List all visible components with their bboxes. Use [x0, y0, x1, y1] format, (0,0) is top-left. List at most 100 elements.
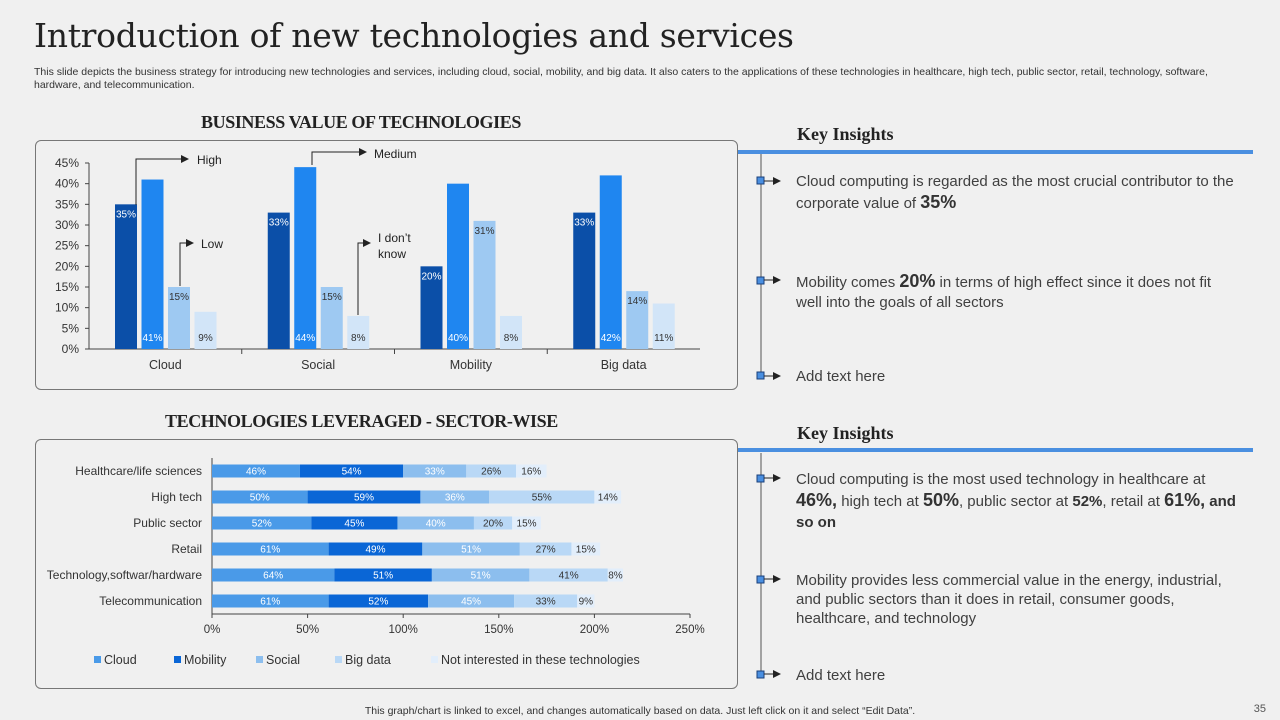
bar: [194, 311, 217, 349]
data-label: 59%: [354, 493, 374, 504]
bar: [141, 179, 164, 349]
footnote: This graph/chart is linked to excel, and…: [364, 705, 916, 717]
data-label: 55%: [532, 493, 552, 504]
insights2-bullet-2: [756, 575, 765, 584]
bar-segment: [212, 568, 335, 582]
legend-label: Cloud: [104, 653, 137, 667]
data-label: 8%: [351, 333, 366, 344]
data-label: 41%: [142, 333, 162, 344]
insights1-point-2: Mobility comes 20% in terms of high effe…: [796, 271, 1236, 313]
data-label: 41%: [559, 571, 579, 582]
bar-segment: [607, 568, 624, 582]
legend-swatch: [335, 656, 342, 663]
bar-segment: [428, 594, 515, 608]
data-label: 26%: [481, 467, 501, 478]
data-label: 52%: [252, 519, 272, 530]
bar-segment: [422, 542, 520, 556]
data-label: 14%: [627, 296, 647, 307]
y-tick-label: 20%: [55, 259, 79, 273]
insights1-point-2-value: 20%: [899, 271, 936, 291]
data-label: 33%: [536, 597, 556, 608]
insights2-point-1: Cloud computing is the most used technol…: [796, 469, 1236, 533]
data-label: 61%: [260, 545, 280, 556]
legend-label: Big data: [345, 653, 391, 667]
x-tick-label: 150%: [484, 624, 513, 636]
data-label: 36%: [445, 493, 465, 504]
y-tick-label: 40%: [55, 177, 79, 191]
insights2-point-1-text-a: Cloud computing is the most used technol…: [796, 471, 1206, 488]
data-label: 8%: [504, 333, 519, 344]
bar-segment: [328, 594, 429, 608]
legend-label: Mobility: [184, 653, 227, 667]
y-tick-label: 0%: [62, 342, 80, 356]
bar: [573, 212, 596, 349]
bar: [320, 287, 343, 349]
high-callout-arrow: [135, 155, 189, 205]
x-tick-label: Big data: [601, 358, 647, 372]
bar-segment: [420, 490, 490, 504]
chart1-heading: BUSINESS VALUE OF TECHNOLOGIES: [201, 112, 521, 132]
insights1-bullet-3: [756, 371, 765, 380]
x-tick-label: 100%: [388, 624, 417, 636]
legend-swatch: [94, 656, 101, 663]
data-label: 46%: [246, 467, 266, 478]
page-subtitle: This slide depicts the business strategy…: [34, 66, 1208, 91]
legend-label: Social: [266, 653, 300, 667]
data-label: 9%: [579, 597, 594, 608]
data-label: 42%: [601, 333, 621, 344]
data-label: 52%: [368, 597, 388, 608]
bar-segment: [571, 542, 601, 556]
insights1-bar: [738, 150, 1253, 154]
data-label: 8%: [608, 571, 623, 582]
y-tick-label: 45%: [55, 156, 79, 170]
data-label: 33%: [574, 218, 594, 229]
data-label: 64%: [263, 571, 283, 582]
dontknow-callout-arrow: [357, 239, 371, 315]
bar: [347, 315, 370, 349]
insights1-point-1: Cloud computing is regarded as the most …: [796, 172, 1236, 214]
x-tick-label: Social: [301, 358, 335, 372]
data-label: 51%: [461, 545, 481, 556]
legend-swatch: [174, 656, 181, 663]
data-label: 11%: [654, 333, 673, 344]
bar: [420, 266, 443, 349]
dontknow-callout-label-1: I don’t: [378, 231, 411, 245]
bar: [652, 303, 675, 349]
data-label: 51%: [373, 571, 393, 582]
medium-callout-label: Medium: [374, 147, 417, 161]
bar-segment: [212, 516, 312, 530]
insights1-point-1-value: 35%: [920, 192, 957, 212]
data-label: 40%: [448, 333, 468, 344]
insights1-bullet-2: [756, 276, 765, 285]
insights1-point-2-text-b: in terms of high effect since it does no…: [796, 274, 1212, 311]
category-label: Retail: [171, 542, 202, 556]
bar-segment: [489, 490, 595, 504]
data-label: 16%: [521, 467, 541, 478]
page-title: Introduction of new technologies and ser…: [34, 16, 794, 55]
x-tick-label: 200%: [580, 624, 609, 636]
legend-swatch: [431, 656, 438, 663]
data-label: 20%: [421, 271, 441, 282]
insights1-title: Key Insights: [797, 124, 894, 144]
bar-segment: [212, 594, 329, 608]
data-label: 15%: [322, 292, 342, 303]
medium-callout-arrow: [311, 148, 367, 165]
x-tick-label: 0%: [204, 624, 221, 636]
sector-wise-chart: 0% 50% 100% 150% 200% 250% Healthcare/life sci…: [47, 458, 705, 667]
business-value-chart: 0% 5% 10% 15% 20% 25% 30% 35% 40% 45% Cloud Social M…: [55, 147, 700, 372]
insights1-point-1-text: Cloud computing is regarded as the most …: [796, 173, 1234, 212]
bar: [267, 212, 290, 349]
category-label: Technology,softwar/hardware: [47, 568, 203, 582]
bar-segment: [529, 568, 608, 582]
insights1-point-3: Add text here: [796, 368, 886, 385]
category-label: Telecommunication: [99, 594, 202, 608]
data-label: 9%: [198, 333, 213, 344]
bar-segment: [431, 568, 530, 582]
bar-segment: [514, 594, 578, 608]
bar-segment: [397, 516, 474, 530]
data-label: 33%: [269, 218, 289, 229]
insights2-point-1-value-1: 46%,: [796, 490, 838, 510]
bar-segment: [516, 464, 547, 478]
bar-segment: [311, 516, 398, 530]
high-callout-label: High: [197, 153, 222, 167]
